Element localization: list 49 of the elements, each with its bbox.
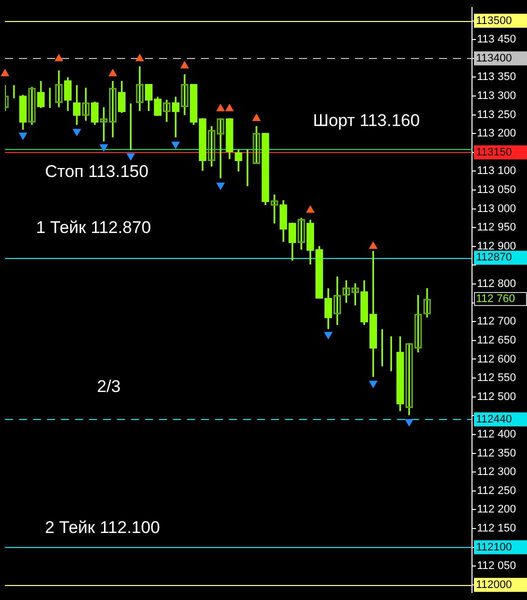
ref-line-label: 112870 [476,252,512,264]
y-tick-label: 112 900 [477,240,516,252]
y-tick-label: 112 250 [477,484,516,497]
y-tick-label: 112 800 [477,278,516,290]
y-tick-label: 112 200 [477,504,516,516]
point [368,241,378,249]
y-tick-label: 112 650 [477,334,516,346]
point [404,419,414,427]
y-tick-label: 112 500 [477,390,516,403]
point [180,60,189,68]
y-tick-label: 112 550 [477,372,516,384]
annotation: 1 Тейк 112.870 [36,218,151,237]
ref-line-label: 112440 [476,413,512,426]
annotation: Стоп 113.150 [45,162,148,181]
y-tick-label: 112 350 [477,447,516,460]
point [225,104,234,112]
point [54,54,64,62]
ref-line-label: 113400 [476,52,512,64]
ref-line-label: 112100 [476,541,512,554]
annotation: 2/3 [97,377,121,396]
y-tick-label: 113 300 [477,90,516,102]
y-tick-label: 112 950 [477,222,516,234]
point [368,380,378,388]
ref-line-label: 112000 [476,578,512,591]
y-tick-label: 112 150 [477,522,516,534]
y-tick-label: 112 700 [477,316,516,328]
ref-line-label: 113500 [476,14,512,27]
y-tick-label: 113 200 [477,128,516,140]
y-tick-label: 113 000 [477,202,516,215]
y-tick-label: 113 350 [477,71,516,84]
ref-line-label: 113150 [476,146,512,158]
y-tick-label: 112 400 [477,428,516,440]
annotation: Шорт 113.160 [313,111,420,130]
point [252,114,261,122]
point [306,205,315,213]
annotation: 2 Тейк 112.100 [45,518,160,537]
y-tick-label: 113 100 [477,165,516,178]
y-tick-label: 113 250 [477,108,516,121]
point [108,68,118,76]
point [216,104,225,112]
point [0,68,10,76]
point [135,54,144,62]
y-tick-label: 113 050 [477,184,516,196]
y-tick-label: 112 050 [477,560,516,572]
y-tick-label: 112 600 [477,353,516,366]
y-tick-label: 112 300 [477,466,516,478]
text: 112 760 [476,293,515,306]
y-tick-label: 113 450 [477,34,516,46]
point [324,332,333,340]
